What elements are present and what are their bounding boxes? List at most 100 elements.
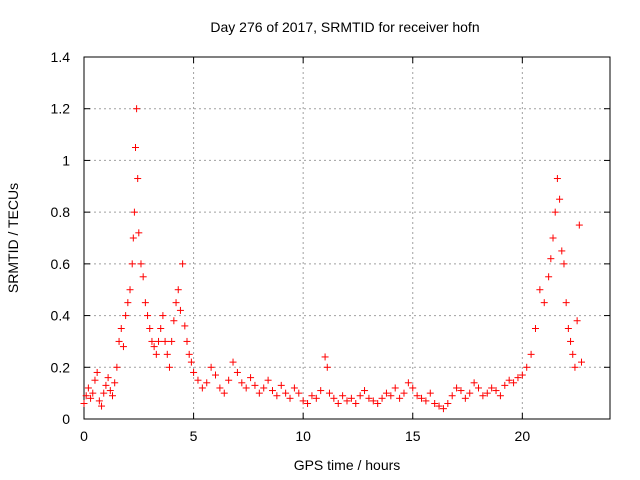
data-point (575, 221, 583, 229)
data-point (492, 387, 500, 395)
data-point (129, 234, 137, 242)
axis-ticks: 0 0.2 0.4 0.6 0.8 1 1.2 1.4 0 5 10 15 20 (51, 49, 610, 444)
x-tick-label: 10 (295, 428, 311, 444)
data-point (170, 317, 178, 325)
data-point (426, 389, 434, 397)
data-point (387, 392, 395, 400)
data-point (187, 358, 195, 366)
data-point (95, 397, 103, 405)
data-point (518, 371, 526, 379)
data-point (564, 325, 572, 332)
data-point (242, 384, 250, 392)
data-point (144, 312, 152, 320)
data-point (273, 392, 281, 400)
data-point (80, 399, 88, 407)
data-point (457, 387, 465, 395)
data-point (567, 337, 575, 345)
data-point (168, 337, 176, 345)
data-point (183, 337, 191, 345)
data-point (321, 353, 329, 361)
data-point (247, 374, 255, 382)
data-point (475, 384, 482, 392)
data-point (556, 195, 564, 203)
data-point (365, 394, 373, 402)
data-point (225, 376, 233, 384)
data-point (466, 389, 474, 397)
data-point (334, 399, 342, 407)
data-point (130, 208, 138, 216)
data-point (155, 337, 163, 345)
data-point (562, 299, 570, 307)
data-point (203, 379, 211, 387)
data-point (527, 350, 535, 358)
data-point (523, 363, 531, 371)
data-point (148, 337, 156, 345)
y-tick-label: 0.8 (51, 204, 71, 220)
data-point (134, 175, 142, 183)
data-point (510, 379, 518, 387)
data-point (347, 394, 355, 402)
data-point (268, 387, 276, 395)
data-point (404, 379, 412, 387)
data-point (111, 379, 119, 387)
data-point (470, 379, 478, 387)
data-point (514, 374, 522, 382)
data-point (391, 384, 399, 392)
data-point (139, 273, 147, 281)
data-point (102, 381, 110, 389)
data-point (190, 368, 198, 376)
data-point (104, 374, 112, 382)
x-tick-label: 15 (405, 428, 421, 444)
data-point (132, 144, 140, 151)
y-axis-label: SRMTID / TECUs (5, 183, 21, 293)
data-point (361, 387, 369, 395)
data-point (282, 389, 290, 397)
data-point (128, 260, 136, 268)
data-point (93, 368, 101, 376)
data-point (400, 389, 408, 397)
data-point (453, 384, 461, 392)
data-point (165, 363, 173, 371)
data-point (176, 306, 184, 314)
data-point (308, 392, 316, 400)
data-point (115, 337, 123, 345)
data-point (545, 273, 553, 281)
data-point (560, 260, 568, 268)
data-point (286, 394, 294, 402)
y-tick-label: 0 (62, 411, 70, 427)
y-tick-label: 1.4 (51, 49, 71, 65)
x-tick-label: 20 (515, 428, 531, 444)
data-point (212, 371, 219, 379)
data-point (220, 389, 228, 397)
x-tick-label: 0 (80, 428, 88, 444)
data-point (501, 381, 509, 389)
y-tick-label: 1.2 (51, 101, 71, 117)
data-point (325, 389, 333, 397)
data-point (549, 234, 557, 242)
data-point (418, 394, 426, 402)
data-point (553, 175, 561, 183)
plot-frame (83, 56, 611, 420)
data-point (82, 392, 90, 400)
gridlines (84, 57, 610, 419)
data-point (179, 260, 187, 268)
chart-title: Day 276 of 2017, SRMTID for receiver hof… (210, 19, 479, 35)
data-point (330, 394, 338, 402)
data-point (323, 363, 331, 371)
data-point (126, 286, 134, 294)
data-point (150, 343, 158, 351)
data-point (89, 389, 97, 397)
data-point (290, 384, 298, 392)
data-point (260, 384, 268, 392)
data-point (277, 381, 285, 389)
data-point (255, 389, 263, 397)
data-point (157, 325, 165, 332)
data-point (448, 392, 456, 400)
data-point (264, 376, 272, 384)
data-point (431, 399, 439, 407)
data-point (119, 343, 127, 351)
data-point (238, 379, 246, 387)
x-axis-label: GPS time / hours (294, 457, 401, 473)
data-point (117, 325, 125, 332)
data-point (159, 312, 167, 320)
